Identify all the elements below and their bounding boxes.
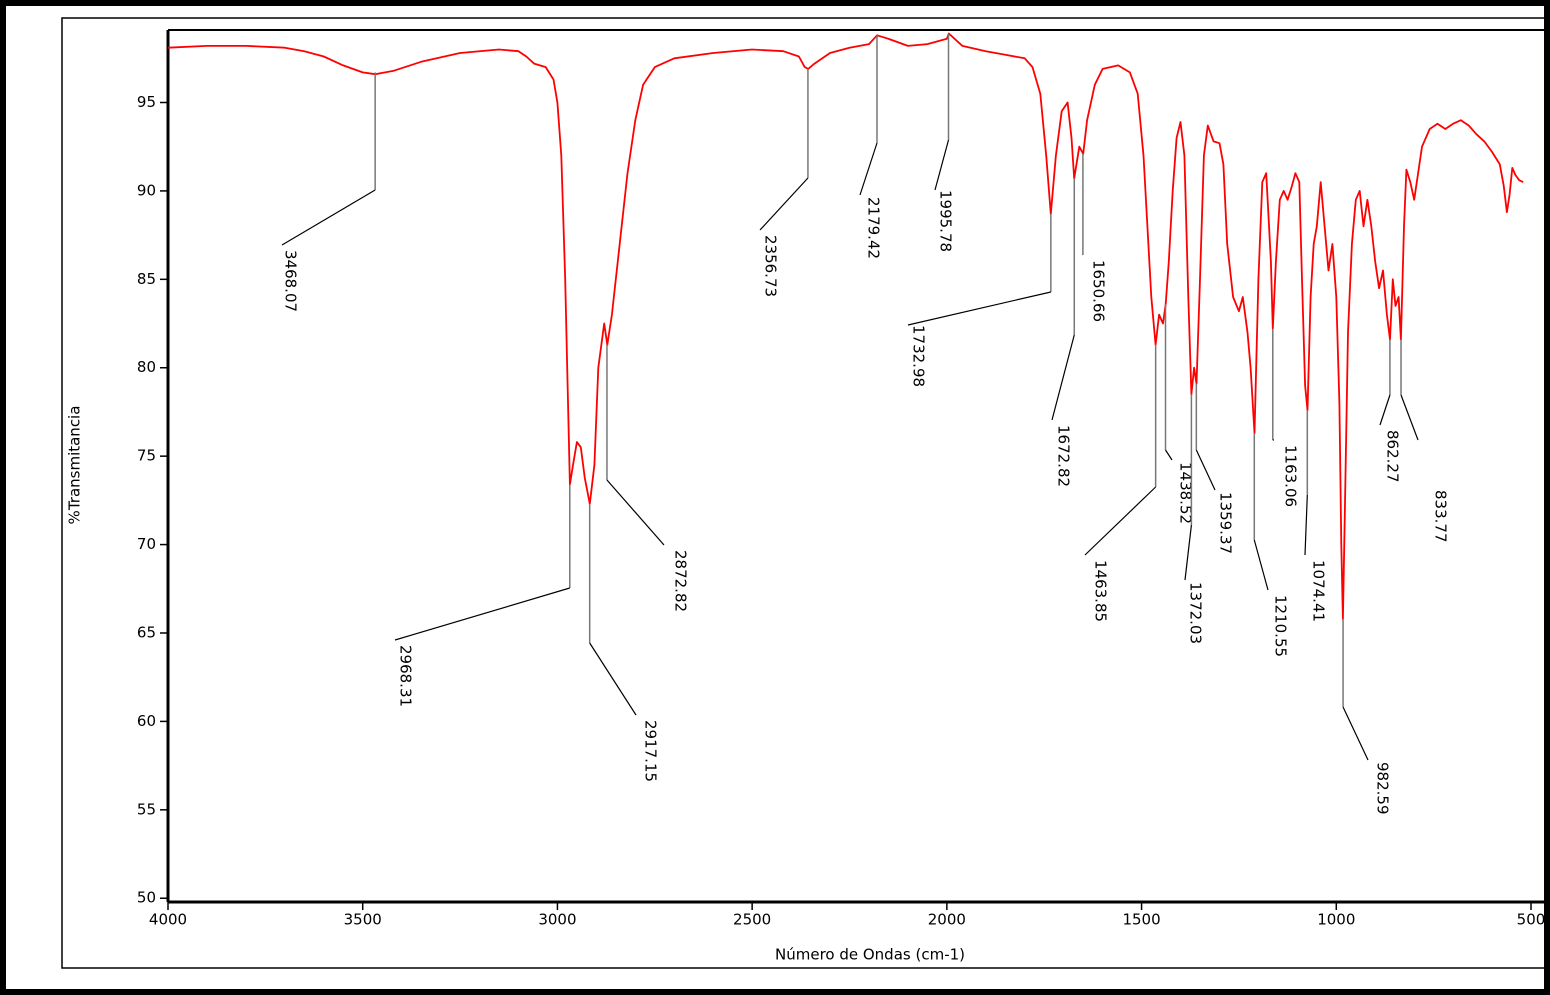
inner-frame <box>61 17 1550 969</box>
peak-leader-diagonal <box>1253 539 1269 591</box>
peak-leader-diagonal <box>1400 394 1419 441</box>
peak-leader-diagonal <box>1165 449 1173 461</box>
peak-label: 1732.98 <box>910 325 928 387</box>
peak-leader-diagonal <box>1051 334 1075 421</box>
peak-label: 1359.37 <box>1217 492 1235 554</box>
x-tick-label: 500 <box>1517 911 1546 929</box>
y-tick-label: 75 <box>137 447 156 465</box>
peak-label: 1210.55 <box>1272 595 1290 657</box>
peak-leader-diagonal <box>1304 494 1308 556</box>
peak-label: 1438.52 <box>1177 462 1195 524</box>
peak-label: 1995.78 <box>937 190 955 252</box>
peak-label: 1163.06 <box>1282 445 1300 507</box>
peak-label: 1074.41 <box>1310 560 1328 622</box>
peak-label: 2356.73 <box>762 235 780 297</box>
x-tick-label: 2500 <box>733 911 771 929</box>
peak-label: 1650.66 <box>1090 260 1108 322</box>
peak-label: 3468.07 <box>282 250 300 312</box>
y-tick-label: 80 <box>137 358 156 376</box>
y-tick-label: 70 <box>137 535 156 553</box>
peak-leader-diagonal <box>1342 706 1369 761</box>
peak-leader-diagonal <box>1195 449 1216 491</box>
peak-leader-diagonal <box>907 291 1051 326</box>
peak-label: 2968.31 <box>397 645 415 707</box>
peak-label: 862.27 <box>1384 430 1402 483</box>
peak-leader-diagonal <box>1379 394 1391 426</box>
peak-leader-diagonal <box>589 642 637 716</box>
y-tick-label: 85 <box>137 270 156 288</box>
peak-leader-diagonal <box>1084 486 1157 556</box>
x-tick-label: 4000 <box>149 911 187 929</box>
y-tick-label: 60 <box>137 712 156 730</box>
y-tick-label: 50 <box>137 889 156 907</box>
x-tick-label: 1500 <box>1122 911 1160 929</box>
y-tick-label: 65 <box>137 623 156 641</box>
y-tick-label: 95 <box>137 93 156 111</box>
peak-label: 1372.03 <box>1187 582 1205 644</box>
peak-leader-diagonal <box>859 142 878 196</box>
peak-leader-diagonal <box>759 177 809 231</box>
x-tick-label: 2000 <box>928 911 966 929</box>
peak-label: 1672.82 <box>1055 425 1073 487</box>
peak-leader-diagonal <box>281 189 376 246</box>
peak-leader-diagonal <box>394 587 570 641</box>
x-tick-label: 3500 <box>344 911 382 929</box>
peak-label: 833.77 <box>1432 490 1450 543</box>
y-tick-label: 90 <box>137 181 156 199</box>
peak-label: 982.59 <box>1374 762 1392 815</box>
peak-leader-diagonal <box>606 479 665 546</box>
y-tick-label: 55 <box>137 800 156 818</box>
x-tick-label: 3000 <box>538 911 576 929</box>
peak-label: 1463.85 <box>1092 560 1110 622</box>
peak-leader-diagonal <box>1184 524 1193 581</box>
peak-label: 2179.42 <box>865 197 883 259</box>
peak-label: 2872.82 <box>672 550 690 612</box>
peak-label: 2917.15 <box>642 720 660 782</box>
spectrum-line <box>167 32 1524 620</box>
x-axis-label: Número de Ondas (cm-1) <box>775 946 965 964</box>
x-tick-label: 1000 <box>1317 911 1355 929</box>
y-axis-label: %Transmitancia <box>66 406 84 525</box>
peak-leader-diagonal <box>934 139 950 191</box>
